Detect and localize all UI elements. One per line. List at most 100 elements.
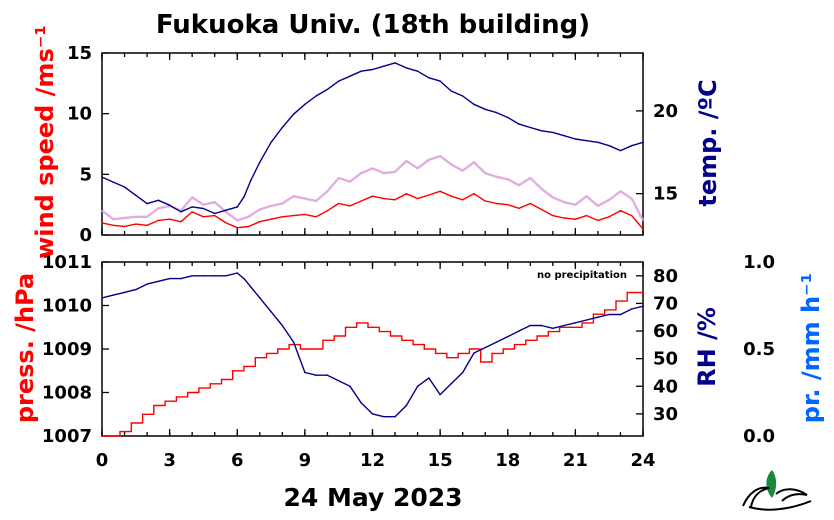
upper-series-point — [394, 62, 396, 64]
upper-series-point — [360, 70, 363, 73]
lower-series-point — [428, 377, 430, 379]
upper-series-point — [146, 202, 149, 205]
lower-series-point — [191, 274, 194, 277]
upper-series-point — [236, 206, 239, 208]
upper-series-point — [304, 213, 306, 216]
upper-series-point — [202, 207, 205, 210]
upper-series-point — [597, 141, 599, 144]
upper-series-point — [202, 203, 205, 206]
upper-series-point — [247, 225, 250, 228]
lower-series-point — [585, 319, 588, 321]
upper-series-point — [405, 192, 408, 195]
upper-series-point — [642, 228, 644, 230]
lower-series-point — [299, 348, 302, 350]
lower-series-point — [322, 339, 324, 342]
lower-series-point — [168, 277, 171, 280]
upper-series-point — [360, 200, 363, 202]
lower-series-point — [529, 324, 532, 327]
lower-series-point — [175, 396, 178, 398]
upper-series-point — [326, 88, 329, 91]
upper-series-point — [495, 175, 498, 178]
upper-series-point — [202, 215, 205, 218]
upper-series-point — [405, 67, 408, 69]
upper-series-group — [101, 62, 645, 230]
logo-baseline — [748, 500, 812, 511]
lower-series-point — [502, 348, 505, 350]
precipitation-tick-label: 1.0 — [743, 252, 775, 273]
lower-series-point — [637, 291, 640, 294]
lower-series-point — [563, 324, 565, 327]
lower-series-point — [367, 326, 369, 329]
lower-series-point — [198, 387, 200, 389]
upper-series-point — [597, 205, 599, 207]
lower-series-point — [506, 335, 509, 338]
upper-series-point — [563, 201, 565, 204]
upper-series-point — [315, 215, 317, 218]
lower-series-point — [288, 343, 290, 346]
wind-speed-y-tick-label: 5 — [79, 164, 92, 185]
upper-series-point — [243, 196, 245, 198]
upper-series-point — [461, 198, 464, 201]
upper-series-point — [101, 176, 103, 179]
upper-series-point — [484, 108, 487, 111]
upper-series-point — [540, 208, 543, 211]
upper-series-point — [168, 204, 171, 207]
upper-series-point — [134, 223, 137, 226]
upper-series-point — [371, 167, 374, 170]
upper-series-point — [439, 190, 441, 193]
temperature-y-tick-label: 15 — [653, 184, 678, 205]
lower-series-point — [141, 413, 144, 416]
lower-series-point — [626, 291, 629, 294]
upper-series-point — [416, 167, 419, 170]
upper-series-point — [146, 215, 149, 218]
upper-series-point — [157, 199, 160, 202]
upper-series-point — [506, 178, 509, 181]
upper-series-point — [112, 181, 115, 184]
upper-series-point — [101, 209, 103, 212]
chart-title: Fukuoka Univ. (18th building) — [156, 10, 590, 40]
upper-series-point — [304, 103, 306, 106]
upper-series-point — [529, 177, 532, 179]
upper-series-point — [394, 198, 396, 201]
lower-series-point — [231, 369, 234, 372]
lower-series-point — [326, 374, 329, 377]
wind-speed-y-tick-label: 0 — [79, 225, 92, 246]
upper-series-point — [518, 123, 520, 125]
lower-series-point — [349, 385, 351, 388]
lower-series-point — [146, 283, 149, 285]
upper-series-point — [292, 214, 295, 217]
upper-series-point — [608, 144, 611, 147]
upper-series-point — [394, 171, 396, 173]
upper-series-point — [484, 200, 487, 202]
lower-series-point — [394, 415, 396, 418]
lower-series-point — [446, 356, 448, 359]
lower-series-point — [355, 322, 358, 324]
upper-series-point — [270, 218, 272, 221]
lower-series-point — [315, 374, 317, 377]
wind-speed-y-tick-label: 15 — [67, 43, 92, 64]
lower-series-point — [570, 326, 572, 329]
lower-series-point — [101, 297, 103, 299]
upper-series-point — [168, 218, 171, 221]
lower-series-point — [243, 277, 245, 280]
upper-series-point — [518, 207, 520, 210]
upper-series-point — [428, 194, 430, 196]
pressure-y-tick-label: 1010 — [42, 296, 92, 317]
upper-series-point — [191, 211, 194, 213]
upper-series-point — [371, 68, 374, 71]
lower-series-point — [382, 415, 385, 418]
upper-series-point — [506, 203, 509, 206]
lower-axis-ticks: 0 3 6 9 12 15 18 21 24 1007 1008 1009 1010 1011 30 40 50… — [42, 252, 775, 471]
lower-series-point — [619, 313, 622, 316]
lower-series-point — [157, 280, 160, 283]
upper-series-point — [450, 195, 453, 198]
upper-series-point — [563, 134, 565, 137]
upper-series-point — [382, 65, 385, 68]
upper-series-point — [292, 113, 295, 116]
upper-series-point — [642, 141, 644, 144]
x-tick-label: 24 — [630, 450, 655, 471]
upper-series-point — [247, 215, 250, 218]
lower-series-point — [276, 348, 279, 350]
lower-series-point — [333, 335, 336, 337]
upper-series-point — [518, 184, 520, 187]
